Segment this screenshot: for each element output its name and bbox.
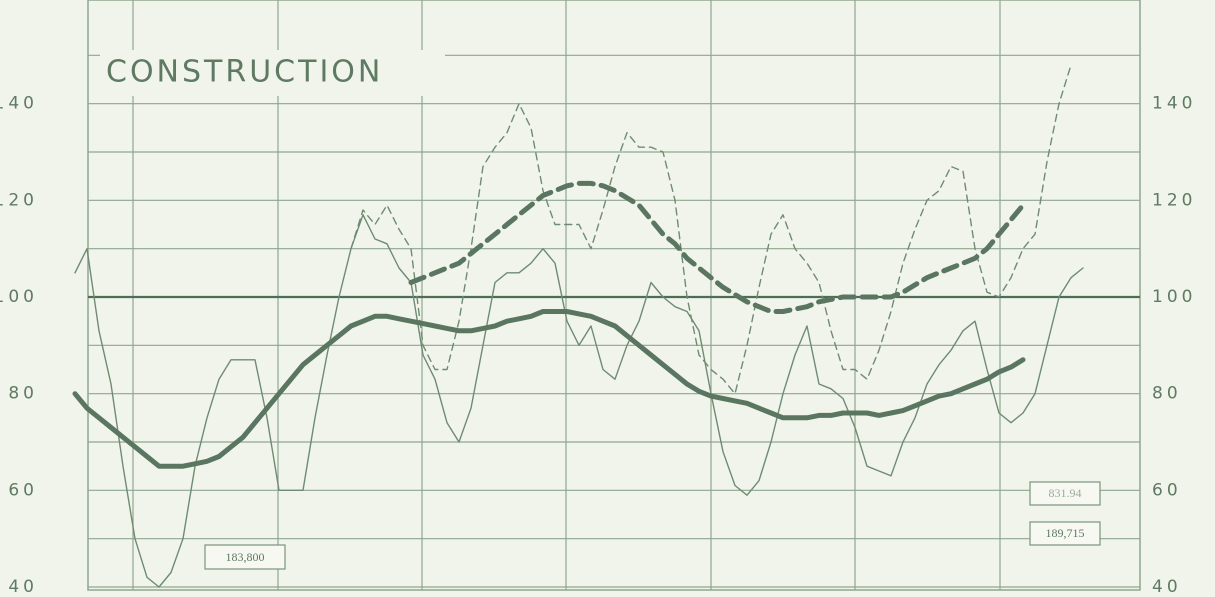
raw-line [74, 214, 1084, 588]
y2-tick-label: 80 [1152, 384, 1182, 404]
y2-tick-label: 120 [1152, 190, 1196, 210]
tick-labels: 40 40 60 60 80 80 100 100 120 120 140 140 [0, 94, 1196, 597]
annotation-box [204, 544, 286, 570]
y2-tick-label: 140 [1152, 94, 1196, 114]
y-tick-label: 60 [8, 480, 38, 500]
y2-tick-label: 40 [1152, 577, 1182, 597]
lines [72, 64, 1084, 588]
horizontal-grid [88, 54, 1140, 588]
chart-title: CONSTRUCTION [106, 55, 383, 90]
annotation-box [1029, 521, 1101, 546]
annotation: 831.94 [1049, 486, 1082, 500]
trend-line [72, 309, 1026, 469]
y-tick-label: 120 [0, 190, 38, 210]
annotations: 183,800 831.94 189,715 [204, 481, 1101, 570]
title-background [100, 50, 445, 96]
annotation: 183,800 [226, 550, 265, 564]
y-tick-label: 100 [0, 287, 38, 307]
annotation: 189,715 [1046, 526, 1085, 540]
y-tick-label: 140 [0, 94, 38, 114]
y2-tick-label: 100 [1152, 287, 1196, 307]
vertical-grid [132, 0, 1001, 590]
y-tick-label: 80 [8, 384, 38, 404]
trend-line [408, 180, 1026, 314]
y-tick-label: 40 [8, 577, 38, 597]
plot-frame [87, 0, 1141, 591]
raw-line [350, 64, 1072, 395]
y2-tick-label: 60 [1152, 480, 1182, 500]
annotation-box [1029, 481, 1101, 506]
